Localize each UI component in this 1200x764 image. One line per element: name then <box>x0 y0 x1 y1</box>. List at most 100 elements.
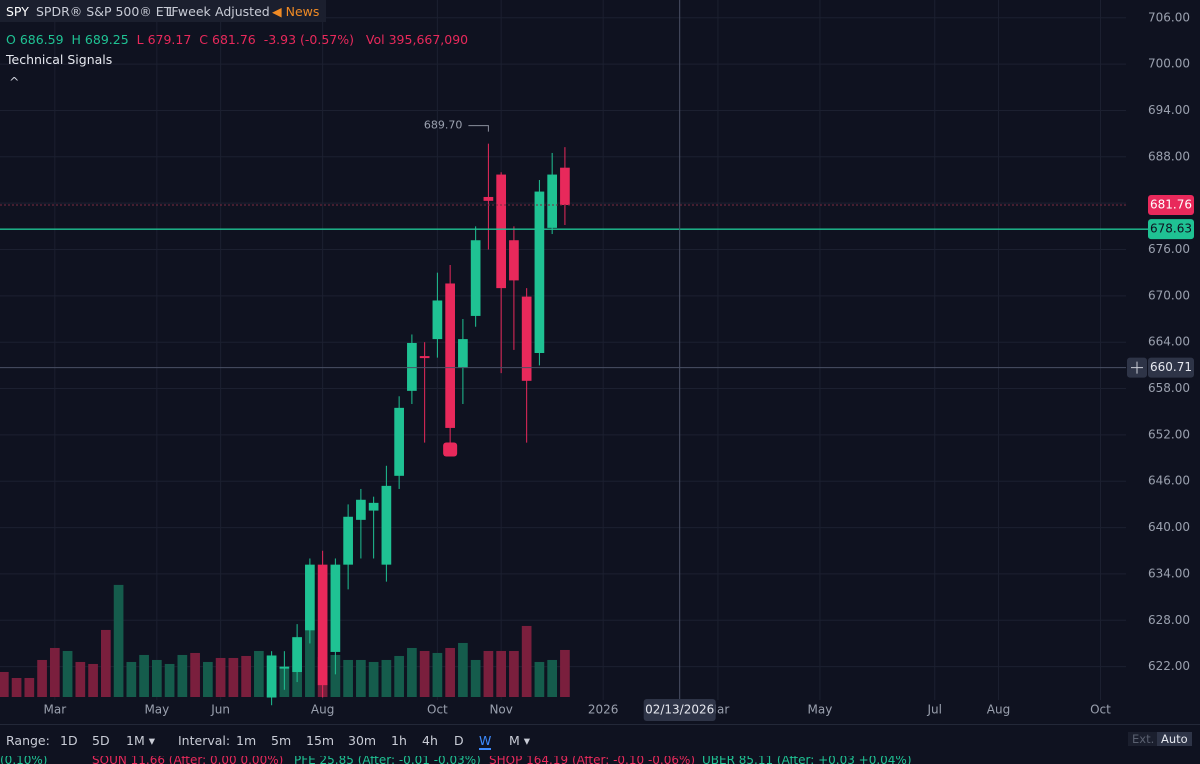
ticker-item[interactable]: UBER 85.11 (After: +0.03 +0.04%) <box>702 756 912 764</box>
open: 686.59 <box>19 32 64 47</box>
chart: 622.00 628.00 634.00 640.00 646.00 652.00 658.… <box>0 0 1194 721</box>
interval-button[interactable]: 5m <box>271 733 292 748</box>
y-tick-label: 622.00 <box>1148 659 1190 673</box>
x-tick-label: Aug <box>311 703 334 717</box>
volume-bar <box>368 661 379 697</box>
y-tick-label: 628.00 <box>1148 613 1190 627</box>
toolbar: Range: 1D 5D 1M ▾ Interval: 1m 5m 15m 30m 1h 4h D W M… <box>0 724 1200 757</box>
volume-bar <box>126 661 137 697</box>
h-label: H <box>71 32 81 47</box>
volume-bar <box>254 650 264 697</box>
interval-label: Interval: <box>178 733 231 748</box>
volume-bar <box>305 629 315 697</box>
x-tick-label: Jul <box>926 703 941 717</box>
interval-button[interactable]: 1h <box>391 733 407 748</box>
interval-button[interactable]: 1m <box>236 733 257 748</box>
volume-bar <box>113 584 124 697</box>
change: -3.93 (-0.57%) <box>263 32 354 47</box>
volume-bar <box>343 659 353 697</box>
ticker-item[interactable]: PFE 25.85 (After: -0.01 -0.03%) <box>294 756 481 764</box>
volume-bar <box>49 647 60 697</box>
annotation-leader <box>468 125 489 132</box>
volume-bar <box>356 659 366 697</box>
news[interactable]: ◀ News <box>272 4 320 19</box>
x-tick-label: May <box>144 703 169 717</box>
interval-button[interactable]: D <box>454 733 464 748</box>
volume-bar <box>190 652 200 697</box>
volume-bar <box>445 647 455 697</box>
range-button[interactable]: 1D <box>60 733 78 748</box>
crosshair-tag <box>1148 357 1194 378</box>
ext-button[interactable]: Ext. <box>1128 732 1159 746</box>
volume-bar <box>483 650 494 697</box>
x-tick-label: Nov <box>489 703 512 717</box>
interval-button[interactable]: M ▾ <box>509 733 531 748</box>
symbol[interactable]: SPY <box>6 4 29 19</box>
price-tag <box>1148 219 1194 240</box>
ticker-item[interactable]: (0.10%) <box>0 756 48 764</box>
y-tick-label: 634.00 <box>1148 566 1190 580</box>
y-tick-label: 640.00 <box>1148 520 1190 534</box>
volume-bar <box>228 657 239 697</box>
volume-bar <box>24 677 35 697</box>
auto-button[interactable]: Auto <box>1157 732 1192 746</box>
signals[interactable]: Technical Signals <box>6 52 113 67</box>
y-tick-label: 652.00 <box>1148 427 1190 441</box>
candle-body <box>560 167 570 206</box>
volume-bar <box>164 663 175 697</box>
x-tick-label: Jun <box>210 703 230 717</box>
high-annotation: 689.70 <box>424 119 463 132</box>
volume-bar <box>547 659 558 697</box>
y-tick-label: 706.00 <box>1148 10 1190 24</box>
range-button[interactable]: 5D <box>92 733 110 748</box>
volume-bar <box>139 654 149 697</box>
range-button[interactable]: 1M ▾ <box>126 733 155 748</box>
header-bar <box>0 0 326 22</box>
volume-bar <box>152 659 162 697</box>
news-label[interactable]: News <box>285 4 320 19</box>
candle-body <box>483 196 494 201</box>
x-tick-label: Aug <box>987 703 1010 717</box>
l-label: L <box>136 32 144 47</box>
y-tick-label: 676.00 <box>1148 242 1190 256</box>
y-tick-label: 664.00 <box>1148 335 1190 349</box>
y-tick-label: 658.00 <box>1148 381 1190 395</box>
adjustment[interactable]: Adjusted <box>215 4 270 19</box>
ohlc: O 686.59 H 689.25 L 679.17 C 681.76 -3.9… <box>6 32 468 47</box>
last-price-label: 681.76 <box>1150 198 1192 212</box>
y-tick-label: 688.00 <box>1148 149 1190 163</box>
interval-button[interactable]: 15m <box>306 733 335 748</box>
interval-button[interactable]: W <box>479 733 492 750</box>
y-tick-label: 670.00 <box>1148 288 1190 302</box>
candle-body <box>381 485 392 565</box>
volume-bar <box>177 654 188 697</box>
volume-bar <box>381 659 392 697</box>
c-label: C <box>199 32 209 47</box>
volume-bar <box>407 647 417 697</box>
volume-bar <box>330 654 341 697</box>
volume-bar <box>534 661 545 697</box>
volume-bar <box>470 659 481 697</box>
volume-bar <box>241 655 251 697</box>
candle-body <box>470 240 481 316</box>
price-label: 678.63 <box>1150 222 1192 236</box>
candle-body <box>458 339 468 368</box>
ticker-item[interactable]: SOUN 11.66 (After: 0.00 0.00%) <box>92 756 284 764</box>
period[interactable]: 1 week <box>166 4 211 19</box>
candle-body <box>496 174 506 289</box>
collapse[interactable]: ^ <box>9 74 20 89</box>
candle-body <box>356 499 366 520</box>
volume-bar <box>394 655 404 697</box>
candle-body <box>534 191 545 354</box>
volume-bar <box>88 663 98 697</box>
candle-body <box>445 283 455 428</box>
volume-bar <box>0 671 9 697</box>
volume-bar <box>75 661 86 697</box>
x-tick-label: 2026 <box>588 703 619 717</box>
candle-body <box>521 296 532 381</box>
candle-body <box>394 407 404 476</box>
ticker-item[interactable]: SHOP 164.19 (After: -0.10 -0.06%) <box>489 756 696 764</box>
candle-body <box>317 564 328 686</box>
interval-button[interactable]: 4h <box>422 733 438 748</box>
interval-button[interactable]: 30m <box>348 733 377 748</box>
